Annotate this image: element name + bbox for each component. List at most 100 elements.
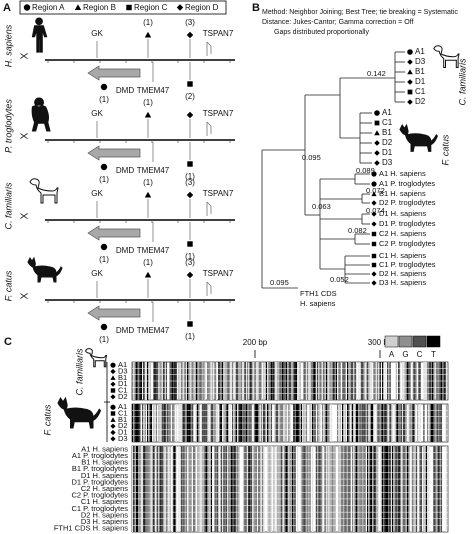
row-label: B1 P. troglodytes: [72, 464, 128, 473]
alignment-column: [305, 446, 308, 532]
alignment-column: [139, 446, 141, 532]
symbol-square: [187, 241, 193, 247]
alignment-column: [282, 446, 284, 532]
alignment-column: [253, 446, 255, 532]
alignment-column: [142, 446, 144, 532]
gene-label: DMD: [116, 326, 134, 335]
alignment-column: [163, 446, 165, 532]
alignment-column: [277, 446, 279, 532]
alignment-column: [364, 446, 366, 532]
chromosome-label: X: [20, 212, 31, 219]
alignment-column: [389, 446, 391, 532]
alignment-column: [174, 446, 176, 532]
row-label: A1 H. sapiens: [81, 444, 128, 453]
alignment-column: [377, 446, 379, 532]
alignment-column: [234, 446, 236, 532]
gene-label: TSPAN7: [203, 189, 234, 198]
symbol-diamond: [186, 111, 194, 119]
alignment-column: [434, 446, 436, 532]
symbol-square: [407, 89, 413, 95]
alignment-column: [198, 446, 200, 532]
species-label: H. sapiens: [3, 24, 13, 67]
symbol-diamond: [371, 221, 377, 227]
symbol-diamond: [176, 4, 184, 11]
alignment-column: [220, 446, 223, 532]
alignment-column: [247, 446, 249, 532]
alignment-column: [280, 446, 283, 532]
count-label: (1): [143, 258, 153, 267]
alignment-column: [200, 446, 203, 532]
symbol-square: [110, 388, 116, 393]
panel-label: A: [3, 2, 11, 14]
row-label: B1: [118, 373, 127, 382]
leaf-label: C1 H. sapiens: [379, 251, 426, 260]
alignment-column: [342, 446, 344, 532]
alignment-column: [262, 446, 264, 532]
symbol-triangle: [110, 375, 116, 380]
base-swatch: [398, 335, 413, 348]
alignment-column: [260, 446, 263, 532]
branch-length: 0.082: [348, 226, 367, 235]
alignment-column: [278, 446, 280, 532]
leaf-label: D3: [382, 158, 393, 167]
symbol-diamond: [110, 381, 116, 387]
alignment-column: [304, 446, 306, 532]
alignment-column: [245, 446, 248, 532]
alignment-column: [147, 446, 149, 532]
alignment-column: [157, 446, 159, 532]
symbol-circle: [110, 404, 116, 410]
alignment-column: [433, 446, 435, 532]
alignment-column: [360, 446, 363, 532]
row-label: D2: [118, 421, 128, 430]
silhouette-dog: [84, 348, 108, 368]
alignment-column: [215, 446, 218, 532]
alignment-column: [347, 446, 349, 532]
row-label: D3: [118, 434, 128, 443]
alignment-column: [325, 446, 328, 532]
symbol-diamond: [186, 191, 194, 199]
alignment-column: [424, 446, 426, 532]
alignment-column: [309, 446, 311, 532]
alignment-column: [358, 446, 360, 532]
symbol-triangle: [110, 417, 116, 422]
row-label: C2 H. sapiens: [81, 484, 128, 493]
alignment-column: [344, 446, 346, 532]
chromosome-label: X: [20, 132, 31, 139]
alignment-column: [182, 446, 184, 532]
gene-arrow: [206, 281, 212, 296]
symbol-triangle: [144, 191, 152, 198]
count-label: (1): [143, 178, 153, 187]
symbol-diamond: [407, 79, 413, 85]
symbol-circle: [371, 171, 377, 177]
row-label: D1: [118, 379, 128, 388]
alignment-column: [324, 446, 326, 532]
symbol-square: [371, 241, 377, 247]
gene-arrow: [206, 201, 212, 216]
gene-label: GK: [91, 189, 103, 198]
symbol-circle: [371, 181, 377, 187]
alignment-column: [138, 446, 140, 532]
alignment-column: [297, 446, 299, 532]
alignment-column: [148, 446, 150, 532]
alignment-column: [332, 446, 334, 532]
alignment-column: [203, 446, 205, 532]
alignment-column: [222, 446, 224, 532]
alignment-column: [402, 446, 404, 532]
gene-label: TMEM47: [137, 246, 170, 255]
silhouette-human: [31, 17, 48, 53]
gene-label: TMEM47: [137, 86, 170, 95]
silhouette-chimp: [31, 97, 51, 132]
alignment-column: [333, 446, 335, 532]
row-label: D1 P. troglodytes: [71, 477, 128, 486]
symbol-diamond: [374, 160, 380, 166]
alignment-column: [289, 446, 291, 532]
row-label: C1: [118, 408, 128, 417]
symbol-triangle: [144, 271, 152, 278]
alignment-column: [359, 446, 361, 532]
alignment-column: [384, 446, 386, 532]
symbol-circle: [374, 110, 380, 116]
alignment-column: [292, 446, 294, 532]
species-label: F. catus: [440, 134, 450, 165]
alignment-column: [355, 446, 358, 532]
species-label: F. catus: [3, 270, 13, 301]
